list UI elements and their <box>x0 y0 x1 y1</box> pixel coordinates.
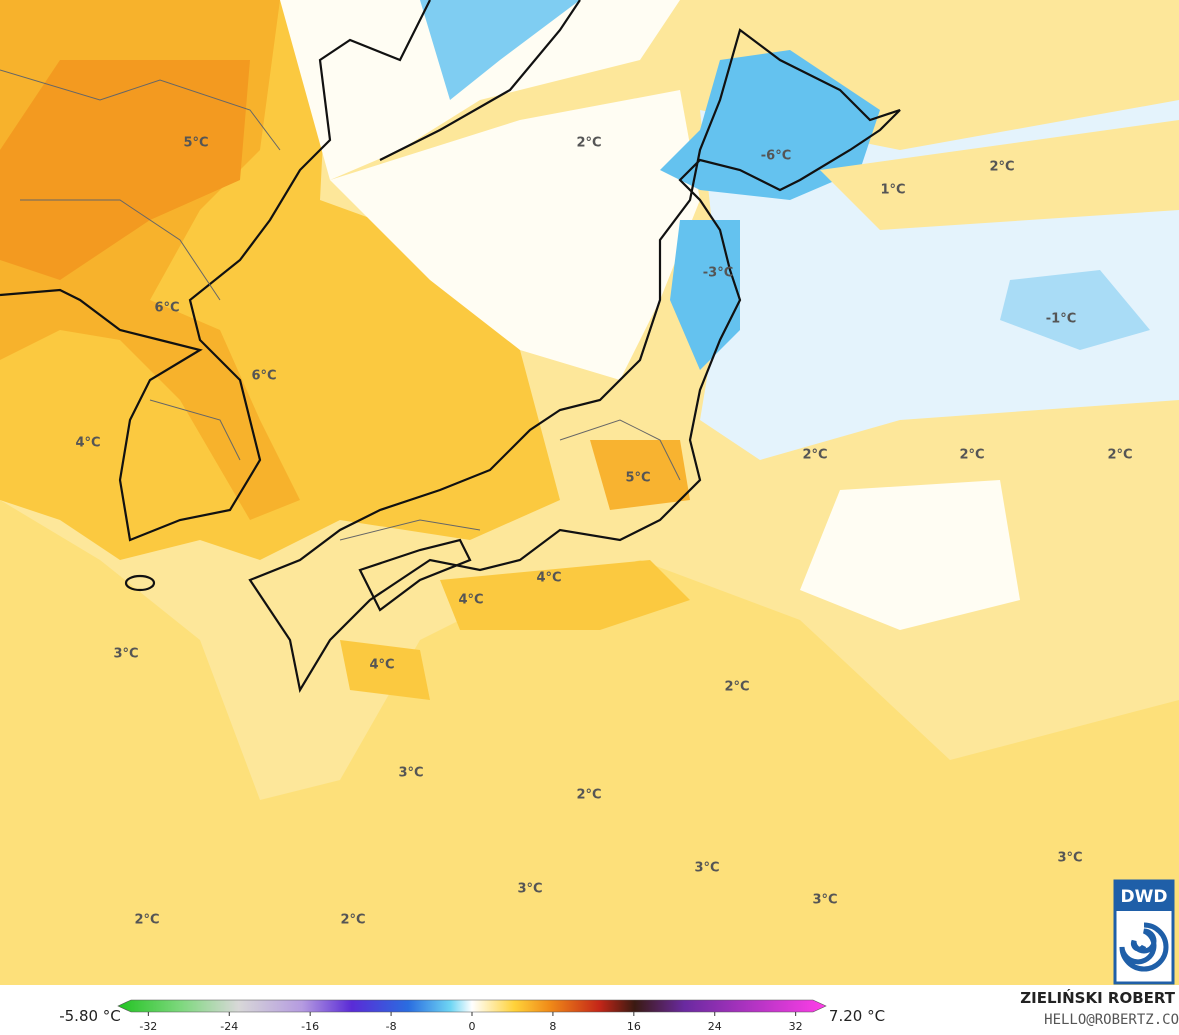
temperature-label: -3°C <box>703 266 733 281</box>
legend-tick-label: -16 <box>301 1020 319 1033</box>
temperature-labels: 5°C 2°C -6°C 2°C 1°C -3°C -1°C 6°C 6°C 4°C 2°C 2°C 2… <box>75 136 1132 928</box>
legend-tick-label: 24 <box>708 1020 722 1033</box>
legend-tick-label: -32 <box>139 1020 157 1033</box>
temperature-label: 2°C <box>1107 448 1132 463</box>
logo-text: DWD <box>1121 887 1168 907</box>
temperature-label: 1°C <box>880 183 905 198</box>
temperature-label: 2°C <box>959 448 984 463</box>
credit-author: ZIELIŃSKI ROBERT <box>1020 988 1175 1007</box>
temperature-label: 6°C <box>251 369 276 384</box>
legend-tick-label: 0 <box>469 1020 476 1033</box>
temperature-label: 4°C <box>536 571 561 586</box>
temperature-label: 2°C <box>340 913 365 928</box>
temperature-label: 2°C <box>576 788 601 803</box>
temperature-label: 2°C <box>134 913 159 928</box>
temperature-label: 2°C <box>576 136 601 151</box>
temperature-label: 2°C <box>802 448 827 463</box>
legend-tick-label: -24 <box>220 1020 238 1033</box>
temperature-label: 3°C <box>517 882 542 897</box>
dwd-logo: DWD <box>1113 879 1175 985</box>
color-bar <box>117 999 827 1013</box>
temperature-label: 5°C <box>183 136 208 151</box>
temperature-label: 3°C <box>113 647 138 662</box>
legend-min: -5.80 °C <box>59 1007 121 1025</box>
legend-max: 7.20 °C <box>829 1007 885 1025</box>
legend-tick-label: -8 <box>386 1020 397 1033</box>
legend-tick-label: 32 <box>789 1020 803 1033</box>
temperature-label: -6°C <box>761 149 791 164</box>
color-legend: -5.80 °C 7.20 °C -32 -24 -16 -8 0 8 16 24 32 <box>59 999 885 1033</box>
temperature-label: 4°C <box>369 658 394 673</box>
temperature-label: 3°C <box>694 861 719 876</box>
logo-swirl <box>1119 922 1169 972</box>
temperature-label: 4°C <box>458 593 483 608</box>
temperature-label: 3°C <box>812 893 837 908</box>
temperature-label: 3°C <box>1057 851 1082 866</box>
temperature-label: 2°C <box>989 160 1014 175</box>
coastlines <box>0 0 901 694</box>
temperature-label: -1°C <box>1046 312 1076 327</box>
temperature-label: 4°C <box>75 436 100 451</box>
logo-header <box>1115 881 1173 911</box>
temperature-label: 2°C <box>724 680 749 695</box>
borders <box>0 69 681 541</box>
temperature-field <box>0 0 1179 985</box>
credit-contact: HELLO@ROBERTZ.CO <box>1044 1012 1179 1028</box>
temperature-label: 6°C <box>154 301 179 316</box>
legend-tick-label: 16 <box>627 1020 641 1033</box>
temperature-label: 3°C <box>398 766 423 781</box>
temperature-label: 5°C <box>625 471 650 486</box>
legend-tick-label: 8 <box>549 1020 556 1033</box>
